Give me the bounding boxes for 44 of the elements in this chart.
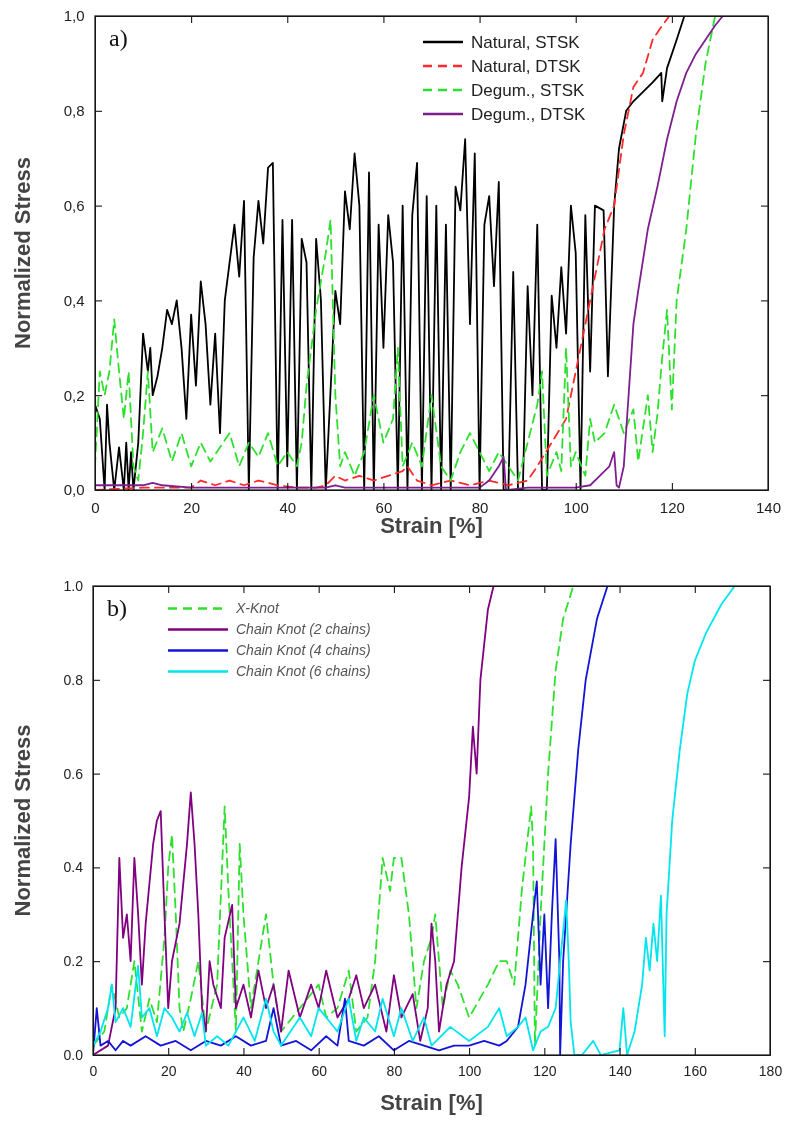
x-tick-label: 0 (91, 498, 100, 516)
legend-label: Degum., STSK (471, 80, 586, 100)
x-tick-label: 100 (563, 498, 589, 516)
legend-label: Degum., DTSK (471, 104, 586, 124)
legend-label: X-Knot (235, 600, 280, 617)
x-axis-title: Strain [%] (380, 1090, 483, 1115)
y-axis-title: Normalized Stress (10, 157, 35, 349)
x-tick-label: 40 (236, 1063, 252, 1080)
y-tick-label: 0,8 (63, 102, 85, 120)
legend-label: Chain Knot (2 chains) (236, 621, 371, 638)
x-tick-label: 120 (533, 1063, 557, 1080)
x-tick-label: 160 (683, 1063, 708, 1080)
y-tick-label: 0.2 (63, 953, 84, 970)
y-axis-title: Normalized Stress (10, 724, 35, 917)
legend-label: Chain Knot (6 chains) (236, 663, 371, 680)
y-tick-label: 0.6 (63, 765, 84, 782)
x-tick-label: 80 (471, 498, 489, 516)
annotation: b) (107, 595, 127, 621)
x-tick-label: 100 (457, 1063, 482, 1080)
x-tick-label: 0 (89, 1063, 98, 1080)
x-tick-label: 80 (386, 1063, 403, 1080)
x-axis-title: Strain [%] (380, 513, 483, 538)
y-tick-label: 0.8 (63, 671, 84, 688)
legend-label: Natural, STSK (471, 32, 581, 52)
y-tick-label: 1.0 (63, 577, 84, 594)
x-tick-label: 60 (311, 1063, 328, 1080)
x-tick-label: 40 (279, 498, 297, 516)
y-tick-label: 0,0 (63, 481, 85, 499)
annotation: a) (109, 25, 128, 51)
x-tick-label: 140 (755, 498, 782, 516)
legend-label: Natural, DTSK (471, 56, 582, 76)
y-tick-label: 0,4 (63, 291, 85, 309)
y-tick-label: 0,2 (63, 386, 85, 404)
x-tick-label: 180 (758, 1063, 783, 1080)
x-tick-label: 60 (375, 498, 393, 516)
x-tick-label: 140 (608, 1063, 632, 1080)
x-tick-label: 20 (160, 1063, 177, 1080)
legend-label: Chain Knot (4 chains) (236, 642, 371, 659)
y-tick-label: 0.4 (63, 859, 84, 876)
x-tick-label: 20 (183, 498, 200, 516)
y-tick-label: 0,6 (63, 196, 85, 214)
x-tick-label: 120 (659, 498, 685, 516)
y-tick-label: 1,0 (63, 7, 85, 25)
y-tick-label: 0.0 (63, 1046, 84, 1063)
